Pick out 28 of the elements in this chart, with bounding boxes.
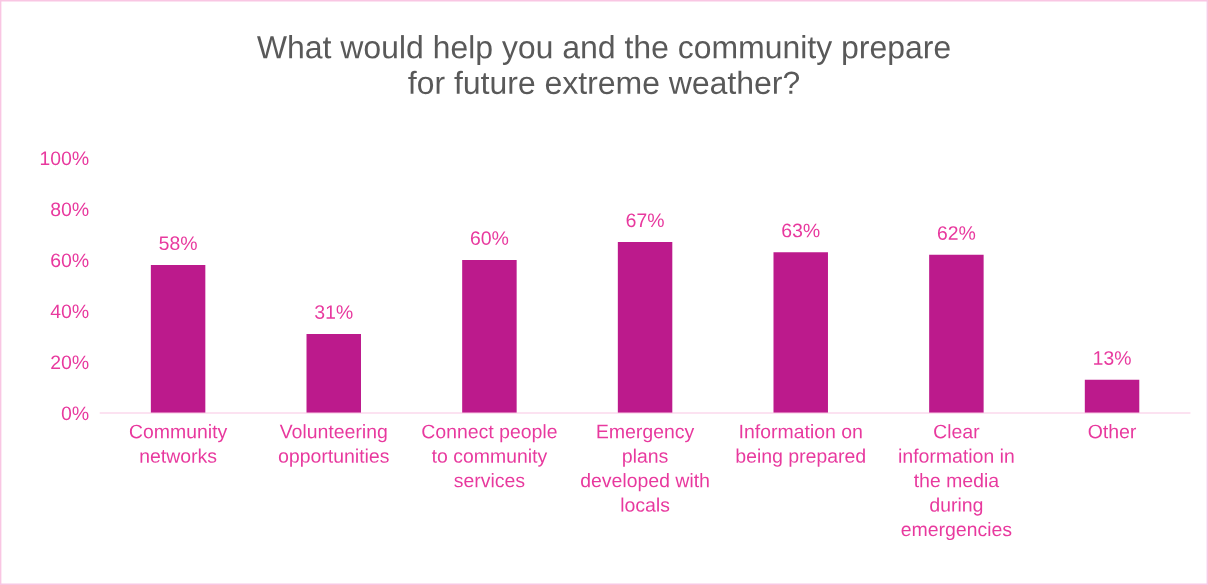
y-tick-label: 20% — [51, 355, 89, 370]
y-tick-label: 0% — [61, 406, 89, 421]
bar — [617, 242, 673, 414]
x-tick-label: Information on being prepared — [736, 424, 865, 467]
bar — [462, 259, 517, 414]
data-label: 31% — [315, 305, 353, 319]
data-label: 60% — [470, 231, 509, 246]
y-tick-label: 100% — [40, 151, 89, 166]
x-tick-label: Connect people to community services — [422, 424, 557, 488]
chart-title: What would help you and the community prepare for future extreme weather? — [257, 35, 950, 95]
data-label: 67% — [626, 213, 664, 228]
data-label: 62% — [937, 226, 976, 240]
y-tick-label: 60% — [51, 253, 89, 268]
x-tick-label: Other — [1088, 424, 1137, 439]
x-tick-label: Volunteering opportunities — [278, 424, 389, 467]
bar — [1084, 379, 1140, 414]
bar — [929, 254, 984, 414]
bar — [150, 265, 206, 414]
bar — [773, 252, 828, 414]
y-tick-label: 80% — [51, 202, 89, 217]
bar — [306, 333, 361, 414]
data-label: 58% — [159, 236, 197, 251]
data-label: 63% — [782, 223, 820, 238]
x-tick-label: Community networks — [129, 424, 228, 463]
x-tick-label: Emergency plans developed with locals — [581, 424, 709, 512]
data-label: 13% — [1094, 351, 1131, 365]
y-tick-label: 40% — [50, 304, 89, 319]
x-tick-label: Clear information in the media during emergencies — [899, 424, 1014, 541]
